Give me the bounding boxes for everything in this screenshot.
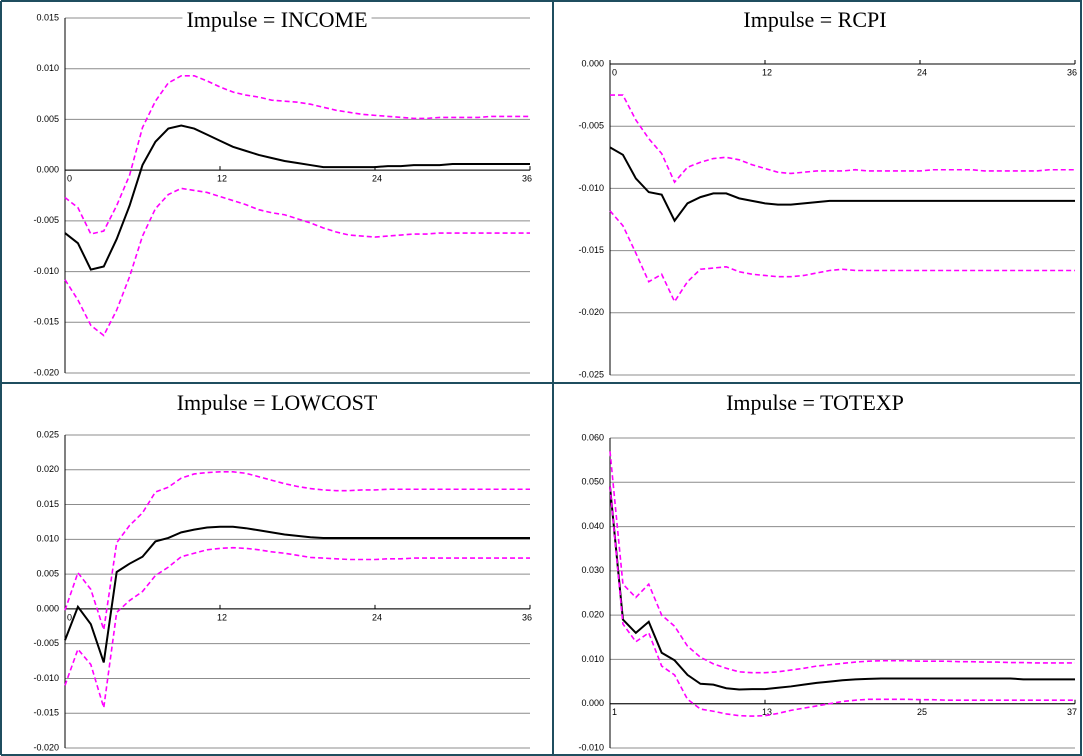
series-line — [609, 486, 1075, 717]
y-tick-label: -0.010 — [33, 266, 59, 276]
y-tick-label: 0.015 — [36, 499, 59, 509]
x-tick-label: 1 — [612, 707, 617, 717]
series-line — [64, 187, 530, 337]
x-tick-label: 0 — [67, 612, 72, 622]
x-tick-label: 0 — [67, 174, 72, 184]
x-tick-label: 24 — [372, 174, 382, 184]
x-tick-label: 36 — [522, 612, 532, 622]
x-tick-label: 12 — [217, 174, 227, 184]
y-tick-label: -0.020 — [578, 307, 604, 317]
y-tick-label: 0.010 — [36, 63, 59, 73]
y-tick-label: 0.000 — [36, 603, 59, 613]
y-tick-label: 0.005 — [36, 568, 59, 578]
y-tick-label: -0.005 — [578, 121, 604, 131]
y-tick-label: -0.015 — [33, 708, 59, 718]
series-line — [64, 124, 530, 271]
x-tick-label: 0 — [612, 67, 617, 77]
series-line — [64, 75, 530, 235]
chart-title: Impulse = LOWCOST — [177, 390, 378, 415]
title-background — [182, 7, 372, 33]
y-tick-label: -0.010 — [33, 673, 59, 683]
x-tick-label: 24 — [917, 67, 927, 77]
series-line — [64, 471, 530, 631]
series-line — [610, 94, 1075, 184]
x-tick-label: 12 — [217, 612, 227, 622]
y-tick-label: 0.000 — [581, 58, 604, 68]
y-tick-label: -0.020 — [33, 367, 59, 377]
y-tick-label: -0.020 — [33, 742, 59, 752]
y-tick-label: -0.005 — [33, 638, 59, 648]
x-tick-label: 37 — [1067, 707, 1077, 717]
x-tick-label: 12 — [762, 67, 772, 77]
y-tick-label: 0.020 — [36, 464, 59, 474]
y-tick-label: 0.030 — [581, 565, 604, 575]
x-tick-label: 24 — [372, 612, 382, 622]
y-tick-label: 0.010 — [581, 654, 604, 664]
y-tick-label: 0.000 — [581, 698, 604, 708]
y-tick-label: 0.060 — [581, 432, 604, 442]
y-tick-label: -0.015 — [33, 317, 59, 327]
title-background — [739, 7, 891, 33]
y-tick-label: -0.010 — [578, 183, 604, 193]
series-line — [609, 210, 1075, 304]
series-line — [64, 525, 530, 663]
y-tick-label: 0.025 — [36, 429, 59, 439]
series-line — [609, 486, 1075, 691]
x-tick-label: 13 — [762, 707, 772, 717]
y-tick-label: -0.025 — [578, 369, 604, 379]
y-tick-label: -0.010 — [578, 742, 604, 752]
y-tick-label: 0.050 — [581, 477, 604, 487]
title-background — [172, 390, 382, 416]
series-line — [64, 546, 530, 708]
x-tick-label: 25 — [917, 707, 927, 717]
x-tick-label: 36 — [1067, 67, 1077, 77]
y-tick-label: -0.005 — [33, 215, 59, 225]
y-tick-label: -0.015 — [578, 245, 604, 255]
y-tick-label: 0.000 — [36, 165, 59, 175]
y-tick-label: 0.005 — [36, 114, 59, 124]
y-tick-label: 0.020 — [581, 610, 604, 620]
series-line — [609, 146, 1075, 223]
chart-title: Impulse = TOTEXP — [726, 390, 904, 415]
chart-title: Impulse = INCOME — [186, 7, 367, 32]
series-line — [609, 451, 1075, 674]
y-tick-label: 0.010 — [36, 534, 59, 544]
chart-title: Impulse = RCPI — [743, 7, 886, 32]
title-background — [722, 390, 908, 416]
y-tick-label: 0.015 — [36, 12, 59, 22]
x-tick-label: 36 — [522, 174, 532, 184]
y-tick-label: 0.040 — [581, 521, 604, 531]
